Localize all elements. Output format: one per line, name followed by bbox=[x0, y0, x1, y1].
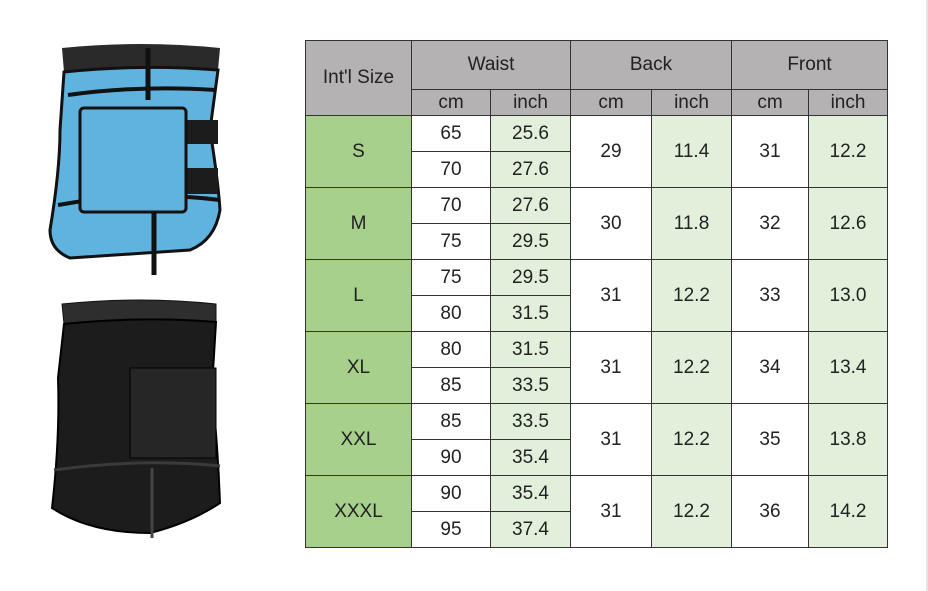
table-row: S 65 25.6 29 11.4 31 12.2 bbox=[305, 115, 888, 188]
size-chart-table: Int'l Size Waist Back Front cm inch cm i… bbox=[305, 40, 888, 548]
header-waist-inch: inch bbox=[490, 89, 571, 116]
header-back: Back bbox=[570, 40, 732, 90]
size-cell: L bbox=[305, 259, 412, 332]
front-inch-cell: 13.4 bbox=[808, 331, 888, 404]
header-intl-size: Int'l Size bbox=[305, 40, 412, 116]
header-front-inch: inch bbox=[808, 89, 888, 116]
waist-inch-cell: 25.6 bbox=[490, 115, 571, 152]
blue-waist-trainer-image bbox=[48, 44, 222, 275]
front-inch-cell: 13.8 bbox=[808, 403, 888, 476]
waist-cm-cell: 70 bbox=[411, 187, 491, 224]
table-row: L 75 29.5 31 12.2 33 13.0 bbox=[305, 259, 888, 332]
front-cm-cell: 32 bbox=[731, 187, 809, 260]
back-cm-cell: 31 bbox=[570, 259, 652, 332]
waist-inch-cell: 37.4 bbox=[490, 511, 571, 548]
waist-cm-cell: 90 bbox=[411, 439, 491, 476]
table-row: XXL 85 33.5 31 12.2 35 13.8 bbox=[305, 403, 888, 476]
table-row: 70 27.6 bbox=[306, 151, 888, 188]
edge-line bbox=[926, 0, 928, 591]
waist-inch-cell: 33.5 bbox=[490, 403, 571, 440]
header-front-cm: cm bbox=[731, 89, 809, 116]
waist-inch-cell: 29.5 bbox=[490, 259, 571, 296]
waist-cm-cell: 95 bbox=[411, 511, 491, 548]
back-cm-cell: 31 bbox=[570, 403, 652, 476]
waist-cm-cell: 90 bbox=[411, 475, 491, 512]
waist-cm-cell: 65 bbox=[411, 115, 491, 152]
header-back-cm: cm bbox=[570, 89, 652, 116]
size-cell: M bbox=[305, 187, 412, 260]
table-row: 85 33.5 bbox=[306, 367, 888, 404]
front-inch-cell: 14.2 bbox=[808, 475, 888, 548]
back-cm-cell: 31 bbox=[570, 475, 652, 548]
header-waist: Waist bbox=[411, 40, 571, 90]
waist-inch-cell: 29.5 bbox=[490, 223, 571, 260]
front-inch-cell: 12.6 bbox=[808, 187, 888, 260]
back-cm-cell: 30 bbox=[570, 187, 652, 260]
front-cm-cell: 31 bbox=[731, 115, 809, 188]
front-cm-cell: 35 bbox=[731, 403, 809, 476]
back-cm-cell: 31 bbox=[570, 331, 652, 404]
waist-cm-cell: 75 bbox=[411, 259, 491, 296]
waist-inch-cell: 33.5 bbox=[490, 367, 571, 404]
header-front: Front bbox=[731, 40, 888, 90]
waist-inch-cell: 31.5 bbox=[490, 331, 571, 368]
back-inch-cell: 11.4 bbox=[651, 115, 732, 188]
waist-cm-cell: 85 bbox=[411, 367, 491, 404]
front-cm-cell: 34 bbox=[731, 331, 809, 404]
waist-cm-cell: 75 bbox=[411, 223, 491, 260]
size-cell: S bbox=[305, 115, 412, 188]
waist-inch-cell: 27.6 bbox=[490, 187, 571, 224]
waist-cm-cell: 80 bbox=[411, 331, 491, 368]
front-cm-cell: 36 bbox=[731, 475, 809, 548]
size-cell: XXL bbox=[305, 403, 412, 476]
waist-inch-cell: 31.5 bbox=[490, 295, 571, 332]
table-row: 90 35.4 bbox=[306, 439, 888, 476]
waist-inch-cell: 35.4 bbox=[490, 439, 571, 476]
front-inch-cell: 13.0 bbox=[808, 259, 888, 332]
table-row: M 70 27.6 30 11.8 32 12.6 bbox=[305, 187, 888, 260]
back-inch-cell: 12.2 bbox=[651, 259, 732, 332]
waist-inch-cell: 35.4 bbox=[490, 475, 571, 512]
header-back-inch: inch bbox=[651, 89, 732, 116]
size-cell: XXXL bbox=[305, 475, 412, 548]
back-inch-cell: 12.2 bbox=[651, 403, 732, 476]
table-row: XXXL 90 35.4 31 12.2 36 14.2 bbox=[305, 475, 888, 548]
product-images bbox=[40, 40, 250, 550]
waist-cm-cell: 70 bbox=[411, 151, 491, 188]
back-cm-cell: 29 bbox=[570, 115, 652, 188]
waist-cm-cell: 85 bbox=[411, 403, 491, 440]
back-inch-cell: 12.2 bbox=[651, 331, 732, 404]
waist-cm-cell: 80 bbox=[411, 295, 491, 332]
black-waist-trainer-image bbox=[50, 299, 222, 538]
table-row: 80 31.5 bbox=[306, 295, 888, 332]
header-waist-cm: cm bbox=[411, 89, 491, 116]
back-inch-cell: 12.2 bbox=[651, 475, 732, 548]
front-cm-cell: 33 bbox=[731, 259, 809, 332]
back-inch-cell: 11.8 bbox=[651, 187, 732, 260]
table-row: 95 37.4 bbox=[306, 511, 888, 548]
front-inch-cell: 12.2 bbox=[808, 115, 888, 188]
waist-inch-cell: 27.6 bbox=[490, 151, 571, 188]
table-row: 75 29.5 bbox=[306, 223, 888, 260]
size-cell: XL bbox=[305, 331, 412, 404]
table-row: XL 80 31.5 31 12.2 34 13.4 bbox=[305, 331, 888, 404]
